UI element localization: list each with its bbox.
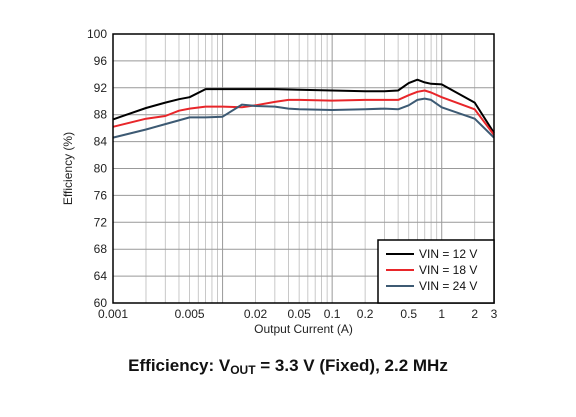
- legend: VIN = 12 V VIN = 18 V VIN = 24 V: [377, 239, 495, 304]
- y-tick-label: 96: [94, 54, 108, 68]
- y-tick-labels: 60 64 68 72 76 80 84 88 92 96 100: [87, 27, 107, 310]
- legend-box: [377, 239, 495, 304]
- caption-suffix: = 3.3 V (Fixed), 2.2 MHz: [255, 356, 448, 375]
- series-line-2: [112, 89, 495, 136]
- y-tick-label: 76: [94, 188, 108, 202]
- series-line-1: [112, 78, 495, 134]
- y-axis-label: Efficiency (%): [61, 132, 75, 205]
- x-axis-label: Output Current (A): [254, 322, 353, 336]
- x-tick-labels: 0.001 0.005 0.02 0.05 0.1 0.2 0.5 1 2 3: [98, 307, 498, 321]
- x-tick-label: 0.2: [357, 307, 374, 321]
- caption-subscript: OUT: [230, 363, 256, 377]
- legend-label: VIN = 18 V: [419, 263, 477, 277]
- y-tick-label: 64: [94, 269, 108, 283]
- x-tick-label: 0.5: [400, 307, 417, 321]
- series-line-3: [112, 97, 495, 139]
- efficiency-chart: 0.001 0.005 0.02 0.05 0.1 0.2 0.5 1 2 3 60 64 68 72 7…: [61, 27, 498, 336]
- y-tick-label: 68: [94, 242, 108, 256]
- legend-label: VIN = 12 V: [419, 247, 477, 261]
- x-tick-label: 2: [471, 307, 478, 321]
- y-tick-label: 100: [87, 27, 107, 41]
- plot-frame: [112, 33, 495, 304]
- caption-prefix: Efficiency: V: [128, 356, 231, 375]
- y-tick-label: 92: [94, 81, 108, 95]
- x-tick-label: 3: [491, 307, 498, 321]
- y-tick-label: 60: [94, 296, 108, 310]
- x-tick-label: 0.005: [175, 307, 205, 321]
- x-tick-label: 0.001: [98, 307, 128, 321]
- x-tick-label: 1: [438, 307, 445, 321]
- y-tick-label: 88: [94, 108, 108, 122]
- legend-label: VIN = 24 V: [419, 279, 477, 293]
- y-tick-label: 84: [94, 135, 108, 149]
- chart-caption: Efficiency: VOUT = 3.3 V (Fixed), 2.2 MH…: [0, 356, 576, 377]
- series-lines: [112, 78, 495, 139]
- y-tick-label: 80: [94, 162, 108, 176]
- y-tick-label: 72: [94, 215, 108, 229]
- x-tick-label: 0.05: [287, 307, 311, 321]
- x-tick-label: 0.1: [324, 307, 341, 321]
- x-tick-label: 0.02: [244, 307, 268, 321]
